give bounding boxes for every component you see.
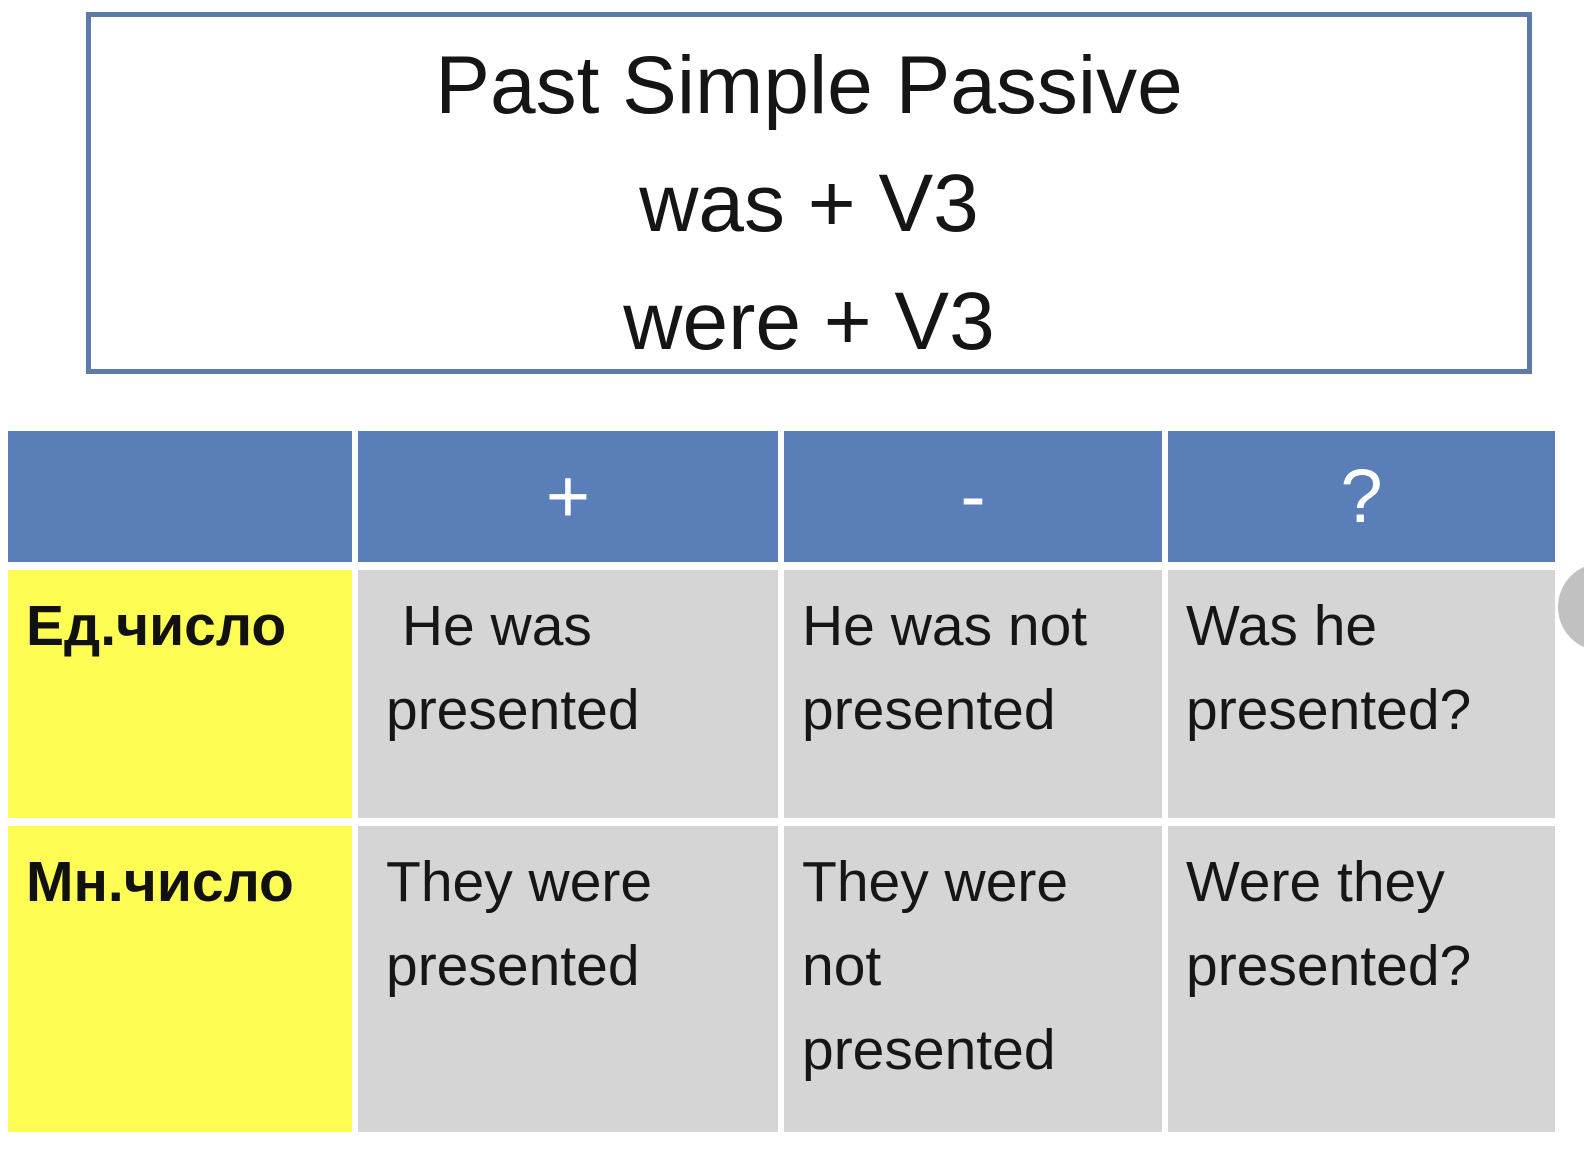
title-line-1: Past Simple Passive (435, 40, 1183, 131)
plural-negative-cell: They were not presented (784, 826, 1162, 1132)
singular-positive-cell: He was presented (358, 570, 778, 818)
title-line-formula-was: was + V3 (639, 158, 979, 249)
row-label-singular: Ед.число (8, 570, 352, 818)
header-negative-cell: - (784, 431, 1162, 562)
header-positive-cell: + (358, 431, 778, 562)
title-box: Past Simple Passive was + V3 were + V3 (86, 12, 1532, 374)
header-question-cell: ? (1168, 431, 1555, 562)
row-label-plural: Мн.число (8, 826, 352, 1132)
title-line-formula-were: were + V3 (623, 276, 995, 367)
singular-negative-cell: He was not presented (784, 570, 1162, 818)
header-corner-cell (8, 431, 352, 562)
plural-positive-cell: They were presented (358, 826, 778, 1132)
grammar-table: + - ? Ед.число He was presented He was n… (8, 431, 1555, 1132)
singular-question-cell: Was he presented? (1168, 570, 1555, 818)
scroll-thumb[interactable] (1558, 563, 1584, 651)
plural-question-cell: Were they presented? (1168, 826, 1555, 1132)
